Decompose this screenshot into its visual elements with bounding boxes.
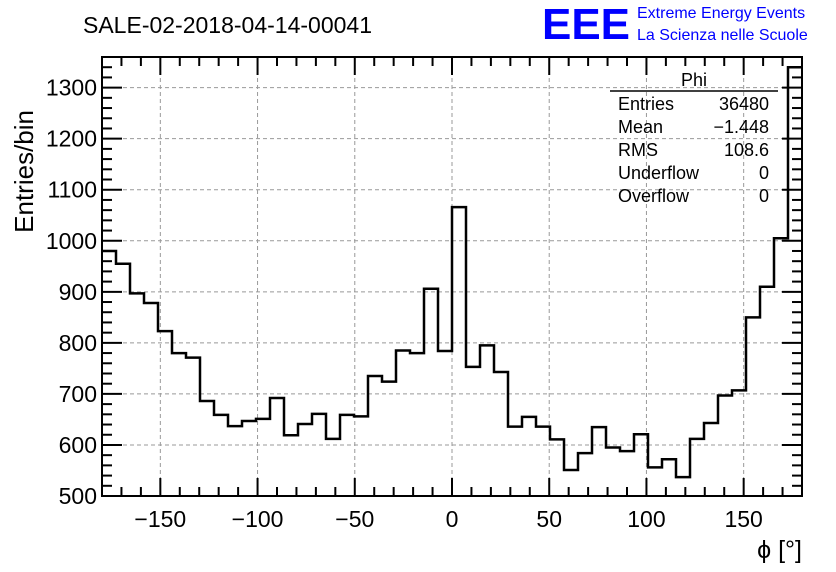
histogram-bin: [354, 416, 368, 496]
stats-label: RMS: [618, 140, 658, 160]
logo-eee: EEE: [542, 0, 630, 49]
histogram-bin: [774, 238, 788, 496]
histogram-bin: [494, 372, 508, 496]
stats-value: 0: [759, 186, 769, 206]
histogram-bin: [158, 331, 172, 496]
stats-label: Underflow: [618, 163, 700, 183]
stats-value: −1.448: [713, 117, 769, 137]
histogram-bin: [438, 351, 452, 496]
x-axis-label: ϕ [°]: [757, 536, 802, 564]
histogram-bin: [200, 401, 214, 496]
histogram-bin: [690, 439, 704, 496]
histogram-bin: [550, 439, 564, 496]
y-tick-label: 800: [59, 330, 97, 356]
stats-title: Phi: [681, 70, 707, 90]
histogram-bin: [382, 382, 396, 496]
histogram-bin: [228, 426, 242, 496]
histogram-bin: [298, 424, 312, 496]
x-tick-label: 50: [536, 506, 562, 532]
y-tick-label: 900: [59, 279, 97, 305]
histogram-bin: [704, 423, 718, 496]
histogram-bin: [564, 470, 578, 496]
histogram-bin: [284, 435, 298, 496]
histogram-bin: [648, 467, 662, 496]
eee-logo: EEE Extreme Energy Events La Scienza nel…: [542, 0, 808, 49]
logo-line2: La Scienza nelle Scuole: [637, 27, 808, 44]
histogram-bin: [396, 351, 410, 496]
stats-box: Phi Entries 36480 Mean −1.448 RMS 108.6 Underf…: [610, 70, 778, 206]
tick-labels: −150 −100 −50 0 50 100 150 500 600 700 800 900 1000 1…: [46, 75, 763, 532]
histogram-bin: [718, 395, 732, 496]
histogram-bin: [410, 353, 424, 496]
histogram-bin: [676, 477, 690, 496]
x-tick-label: 0: [446, 506, 459, 532]
axis-ticks: [101, 56, 803, 497]
histogram-bin: [270, 398, 284, 496]
x-tick-label: 100: [627, 506, 665, 532]
histogram-bin: [242, 421, 256, 496]
histogram-line: [102, 65, 802, 479]
histogram-bin: [452, 207, 466, 496]
y-tick-label: 600: [59, 432, 97, 458]
stats-label: Overflow: [618, 186, 690, 206]
histogram-bin: [144, 303, 158, 496]
histogram-bin: [578, 453, 592, 496]
y-tick-label: 1100: [48, 177, 97, 203]
histogram-bin: [592, 427, 606, 496]
histogram-bin: [312, 414, 326, 496]
y-tick-label: 500: [59, 483, 97, 509]
stats-value: 36480: [719, 94, 769, 114]
stats-label: Mean: [618, 117, 663, 137]
histogram-bin: [116, 264, 130, 496]
histogram-bin: [480, 345, 494, 496]
y-tick-label: 1000: [46, 228, 97, 254]
histogram-bin: [746, 317, 760, 496]
x-tick-label: −100: [232, 506, 284, 532]
stats-value: 108.6: [724, 140, 769, 160]
histogram-bin: [508, 427, 522, 496]
histogram-bin: [662, 459, 676, 496]
histogram-bin: [130, 293, 144, 496]
stats-label: Entries: [618, 94, 674, 114]
histogram-bin: [172, 353, 186, 496]
histogram-bin: [368, 376, 382, 496]
histogram-bin: [326, 439, 340, 496]
histogram-bin: [186, 358, 200, 496]
x-tick-label: 150: [724, 506, 762, 532]
chart-title: SALE-02-2018-04-14-00041: [83, 12, 372, 38]
histogram-bin: [536, 427, 550, 496]
x-tick-label: −50: [335, 506, 374, 532]
histogram-bin: [466, 367, 480, 496]
y-tick-label: 1300: [46, 75, 97, 101]
logo-line1: Extreme Energy Events: [637, 5, 805, 22]
histogram-bin: [760, 287, 774, 496]
y-tick-label: 700: [59, 381, 97, 407]
histogram-bin: [214, 415, 228, 496]
histogram-bin: [522, 417, 536, 496]
stats-rows: Entries 36480 Mean −1.448 RMS 108.6 Underflow 0…: [618, 94, 769, 206]
histogram-bin: [340, 415, 354, 496]
stats-value: 0: [759, 163, 769, 183]
y-axis-label: Entries/bin: [9, 110, 39, 233]
x-tick-label: −150: [134, 506, 186, 532]
y-tick-label: 1200: [46, 126, 97, 152]
histogram-bin: [424, 289, 438, 496]
